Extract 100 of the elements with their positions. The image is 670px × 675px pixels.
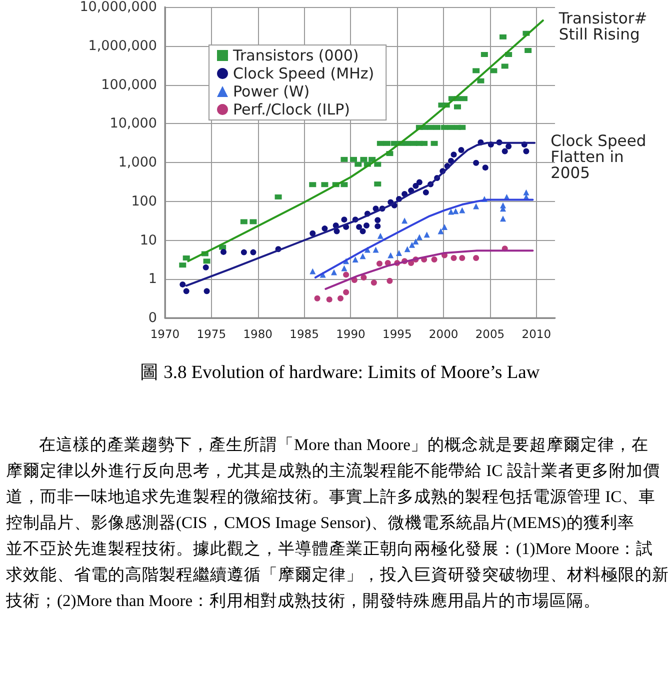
point [180, 281, 186, 288]
y-tick-label: 1 [148, 271, 157, 288]
point [310, 268, 316, 274]
point [376, 260, 382, 267]
point [350, 156, 357, 162]
point [310, 230, 316, 236]
point [404, 140, 411, 146]
x-tick-label: 2005 [475, 327, 505, 341]
point [334, 228, 340, 234]
point [458, 124, 466, 130]
point [182, 255, 190, 260]
annotation: Transistor# Still Rising [558, 9, 648, 44]
point [427, 124, 434, 130]
point [460, 96, 468, 102]
point [326, 296, 332, 302]
point [343, 272, 350, 278]
point [473, 203, 480, 210]
point [420, 140, 428, 146]
text: 圖 3.8 Evolution of hardware: Limits of Moore’s Law [140, 362, 540, 384]
point [500, 34, 506, 40]
point [396, 250, 402, 256]
point [360, 274, 367, 281]
point [204, 288, 210, 294]
y-tick-label: 10,000,000 [80, 0, 157, 15]
point [452, 208, 459, 214]
point [412, 182, 419, 189]
point [309, 182, 316, 188]
point [477, 78, 484, 84]
point [431, 256, 438, 262]
point [459, 254, 466, 261]
point [524, 48, 532, 54]
point [434, 124, 441, 130]
point [374, 162, 382, 167]
y-tick-label: 10,000 [110, 116, 157, 132]
x-tick-label: 1985 [290, 327, 319, 341]
point [360, 156, 368, 162]
point [376, 140, 384, 146]
legend-label: Power (W) [233, 82, 310, 100]
point [374, 217, 381, 224]
point [388, 252, 394, 258]
point [482, 164, 488, 171]
annotation: Clock Speed Flatten in 2005 [550, 132, 646, 182]
point [374, 223, 381, 230]
point [360, 253, 366, 260]
point [442, 224, 448, 230]
text: 求效能、省電的高階製程繼續遵循「摩爾定律」，投入巨資研發突破物理、材料極限的新 [6, 564, 669, 586]
point [386, 278, 393, 284]
text: 摩爾定律以外進行反向思考，尤其是成熟的主流製程能不能帶給 IC 設計業者更多附加價 [6, 460, 661, 482]
point [454, 104, 461, 110]
point [250, 219, 257, 224]
x-tick-label: 1980 [243, 327, 272, 341]
point [377, 232, 384, 239]
point [473, 254, 480, 261]
x-tick-label: 1975 [196, 327, 226, 341]
text: 控制晶片、影像感測器(CIS，CMOS Image Sensor)、微機電系統晶片(MEMS)的獲利率 [6, 512, 636, 534]
point [340, 182, 348, 188]
point [338, 295, 344, 302]
legend-label: Perf./Clock (ILP) [233, 100, 350, 118]
point [402, 218, 408, 224]
point [450, 152, 457, 158]
point [501, 64, 508, 69]
point [416, 179, 422, 186]
point [430, 140, 438, 146]
point [274, 194, 282, 200]
text: 並不亞於先進製程技術。據此觀之，半導體產業正朝向兩極化發展：(1)More Moore：試 [6, 538, 654, 560]
point [506, 143, 512, 150]
point [450, 254, 457, 261]
point [473, 160, 480, 166]
point [343, 289, 350, 296]
point [240, 249, 247, 256]
point [412, 238, 419, 244]
point [370, 280, 377, 286]
point [523, 189, 530, 196]
point [438, 228, 444, 234]
text: 技術；(2)More than Moore：利用相對成熟技術，開發特殊應用晶片的市場區隔。 [6, 590, 602, 612]
point [179, 262, 186, 268]
point [490, 68, 498, 74]
point [240, 219, 248, 224]
point [459, 207, 466, 214]
point [341, 216, 348, 223]
y-tick-label: 1,000,000 [88, 38, 157, 54]
point [472, 68, 480, 74]
y-tick-label: 1,000 [118, 154, 157, 170]
point [372, 246, 379, 253]
point [356, 224, 362, 230]
legend-label: Transistors (000) [232, 46, 359, 64]
point [441, 124, 448, 130]
point [523, 148, 530, 154]
point [383, 140, 390, 146]
point [374, 181, 382, 186]
x-tick-label: 2010 [522, 327, 552, 341]
line-series [324, 250, 534, 290]
text: 在這樣的產業趨勢下，產生所謂「More than Moore」的概念就是要超摩爾定律，在 [38, 434, 650, 456]
point [360, 228, 366, 234]
point [340, 156, 348, 162]
point [500, 216, 506, 222]
point [422, 189, 429, 196]
x-tick-label: 2000 [428, 327, 458, 341]
y-tick-label: 10 [140, 232, 157, 248]
y-tick-label: 100 [131, 193, 157, 210]
